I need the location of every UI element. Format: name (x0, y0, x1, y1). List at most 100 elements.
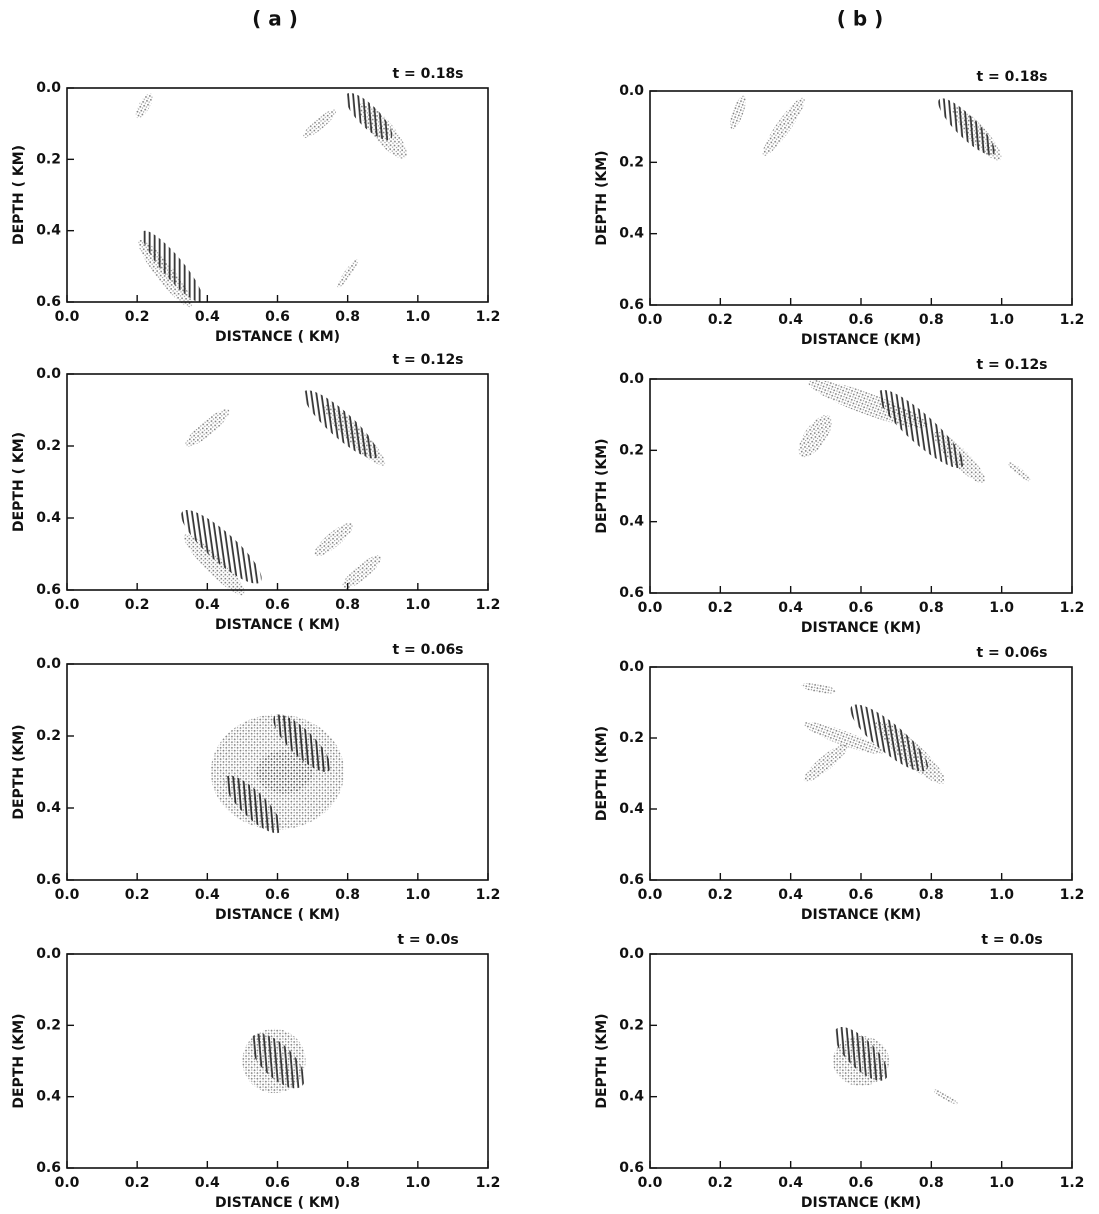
x-tick-label: 0.4 (195, 1175, 220, 1191)
wave-pattern (875, 720, 945, 784)
panel: t = 0.0s 0.0 0.2 0.4 0.6 0.8 1.0 1.2 0.0 0.2 0.4 0.… (11, 932, 500, 1211)
x-tick-label: 1.0 (405, 1175, 430, 1191)
x-tick-label: 0.4 (195, 309, 220, 325)
y-tick-label: 0.0 (36, 656, 61, 672)
wave-pattern (181, 509, 262, 584)
y-tick-label: 0.4 (619, 1089, 644, 1105)
y-tick-label: 0.6 (619, 585, 644, 601)
plot-frame (649, 666, 1073, 881)
y-tick-label: 0.4 (619, 514, 644, 530)
wave-pattern (303, 109, 337, 138)
panel: t = 0.12s 0.0 0.2 0.4 0.6 0.8 1.0 1.2 0.0 0.2 0.4 0… (594, 357, 1084, 636)
x-tick-label: 0.6 (265, 597, 290, 613)
x-tick-label: 1.0 (989, 1175, 1014, 1191)
x-axis-label: DISTANCE ( KM) (215, 1195, 340, 1211)
x-tick-label: 0.2 (125, 597, 150, 613)
y-tick-label: 0.4 (619, 226, 644, 242)
column-label: ( b ) (837, 7, 884, 31)
plot-frame (66, 87, 489, 303)
x-tick-label: 0.0 (55, 309, 80, 325)
wave-pattern (730, 95, 746, 130)
x-tick-label: 0.4 (778, 887, 803, 903)
x-tick-label: 1.2 (1060, 312, 1085, 328)
y-axis-label: DEPTH ( KM) (11, 145, 27, 245)
x-tick-label: 1.0 (989, 887, 1014, 903)
wave-pattern (141, 230, 203, 302)
wave-pattern (801, 683, 837, 694)
x-tick-label: 0.0 (55, 1175, 80, 1191)
plot-frame (649, 90, 1073, 306)
y-tick-label: 0.4 (36, 223, 61, 239)
x-tick-label: 0.0 (55, 597, 80, 613)
wave-pattern (135, 93, 153, 119)
y-tick-label: 0.6 (36, 294, 61, 310)
wave-pattern (242, 1028, 306, 1094)
x-axis-label: DISTANCE (KM) (801, 332, 921, 348)
y-axis-label: DEPTH (KM) (11, 1013, 27, 1108)
x-tick-label: 1.2 (1060, 887, 1085, 903)
wave-pattern (256, 750, 313, 794)
panel: t = 0.0s 0.0 0.2 0.4 0.6 0.8 1.0 1.2 0.0 0.2 0.4 0.… (594, 932, 1084, 1211)
x-tick-label: 1.0 (405, 597, 430, 613)
wave-pattern (342, 555, 382, 589)
x-tick-label: 0.8 (335, 597, 360, 613)
x-tick-label: 0.8 (919, 887, 944, 903)
x-tick-label: 0.6 (849, 600, 874, 616)
y-axis-label: DEPTH (KM) (594, 726, 610, 821)
x-tick-label: 1.0 (989, 312, 1014, 328)
y-tick-label: 0.6 (36, 1160, 61, 1176)
panel: t = 0.18s 0.0 0.2 0.4 0.6 0.8 1.0 1.2 0.0 0.2 0.4 0… (594, 69, 1084, 348)
x-tick-label: 0.2 (125, 1175, 150, 1191)
x-tick-label: 0.8 (919, 600, 944, 616)
x-tick-label: 0.2 (708, 1175, 733, 1191)
panel-title: t = 0.18s (392, 66, 463, 82)
panel: t = 0.18s 0.0 0.2 0.4 0.6 0.8 1.0 1.2 0.0 0.2 0.4 0… (11, 66, 500, 345)
y-tick-label: 0.6 (619, 872, 644, 888)
y-tick-label: 0.2 (36, 1017, 61, 1033)
y-tick-label: 0.4 (36, 510, 61, 526)
wave-pattern (314, 522, 354, 557)
x-tick-label: 0.0 (638, 887, 663, 903)
x-axis-label: DISTANCE (KM) (801, 620, 921, 636)
y-axis-label: DEPTH (KM) (594, 1013, 610, 1108)
x-tick-label: 0.4 (195, 887, 220, 903)
x-tick-label: 1.0 (989, 600, 1014, 616)
x-axis-label: DISTANCE ( KM) (215, 329, 340, 345)
wave-pattern (933, 1089, 958, 1105)
x-tick-label: 1.2 (476, 1175, 501, 1191)
x-tick-label: 0.6 (849, 312, 874, 328)
x-tick-label: 0.0 (55, 887, 80, 903)
panel: t = 0.12s 0.0 0.2 0.4 0.6 0.8 1.0 1.2 0.0 0.2 0.4 0… (11, 352, 500, 633)
wave-pattern (832, 1036, 890, 1086)
x-axis-label: DISTANCE ( KM) (215, 617, 340, 633)
wave-pattern (358, 103, 407, 159)
wave-pattern (183, 534, 245, 596)
x-tick-label: 0.2 (708, 600, 733, 616)
wave-pattern (762, 97, 805, 156)
wave-pattern (1008, 462, 1031, 482)
column-label: ( a ) (252, 7, 298, 31)
x-tick-label: 0.0 (638, 1175, 663, 1191)
x-tick-label: 0.2 (125, 309, 150, 325)
wave-pattern (324, 404, 386, 466)
panel-title: t = 0.12s (976, 357, 1047, 373)
x-tick-label: 0.8 (335, 887, 360, 903)
y-tick-label: 0.6 (36, 872, 61, 888)
x-tick-label: 0.2 (125, 887, 150, 903)
x-tick-label: 1.2 (1060, 1175, 1085, 1191)
x-axis-label: DISTANCE (KM) (801, 907, 921, 923)
x-tick-label: 0.8 (335, 309, 360, 325)
y-tick-label: 0.2 (619, 442, 644, 458)
y-tick-label: 0.0 (36, 366, 61, 382)
y-tick-label: 0.0 (619, 371, 644, 387)
y-tick-label: 0.2 (619, 154, 644, 170)
y-tick-label: 0.0 (36, 80, 61, 96)
wave-pattern (138, 239, 193, 308)
y-axis-label: DEPTH (KM) (594, 438, 610, 533)
x-tick-label: 0.4 (778, 600, 803, 616)
panel-title: t = 0.0s (981, 932, 1042, 948)
plot-frame (66, 373, 489, 591)
x-tick-label: 1.2 (476, 309, 501, 325)
x-tick-label: 0.4 (195, 597, 220, 613)
wave-pattern (224, 775, 282, 834)
